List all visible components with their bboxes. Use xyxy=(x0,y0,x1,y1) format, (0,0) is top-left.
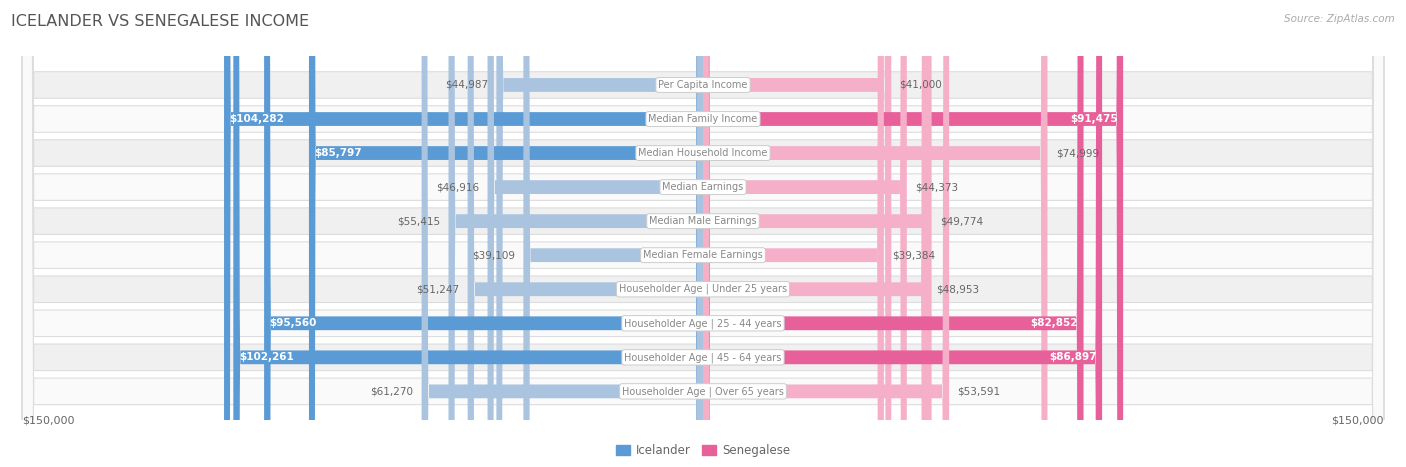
FancyBboxPatch shape xyxy=(22,0,1384,467)
Text: $39,109: $39,109 xyxy=(472,250,515,260)
Text: $150,000: $150,000 xyxy=(1331,415,1384,425)
FancyBboxPatch shape xyxy=(22,0,1384,467)
Text: $53,591: $53,591 xyxy=(957,386,1001,396)
Text: Per Capita Income: Per Capita Income xyxy=(658,80,748,90)
Text: $74,999: $74,999 xyxy=(1056,148,1099,158)
Text: ICELANDER VS SENEGALESE INCOME: ICELANDER VS SENEGALESE INCOME xyxy=(11,14,309,29)
FancyBboxPatch shape xyxy=(22,0,1384,467)
Text: Median Female Earnings: Median Female Earnings xyxy=(643,250,763,260)
Text: Householder Age | 25 - 44 years: Householder Age | 25 - 44 years xyxy=(624,318,782,328)
FancyBboxPatch shape xyxy=(703,0,884,467)
Text: Source: ZipAtlas.com: Source: ZipAtlas.com xyxy=(1284,14,1395,24)
FancyBboxPatch shape xyxy=(22,0,1384,467)
FancyBboxPatch shape xyxy=(703,0,907,467)
FancyBboxPatch shape xyxy=(224,0,703,467)
Text: $150,000: $150,000 xyxy=(22,415,75,425)
FancyBboxPatch shape xyxy=(449,0,703,467)
Text: Householder Age | Over 65 years: Householder Age | Over 65 years xyxy=(621,386,785,396)
Text: Householder Age | 45 - 64 years: Householder Age | 45 - 64 years xyxy=(624,352,782,362)
Text: Median Family Income: Median Family Income xyxy=(648,114,758,124)
Text: $51,247: $51,247 xyxy=(416,284,460,294)
FancyBboxPatch shape xyxy=(422,0,703,467)
FancyBboxPatch shape xyxy=(264,0,703,467)
FancyBboxPatch shape xyxy=(309,0,703,467)
FancyBboxPatch shape xyxy=(703,0,1047,467)
Text: $82,852: $82,852 xyxy=(1031,318,1078,328)
Text: $44,987: $44,987 xyxy=(444,80,488,90)
Text: $44,373: $44,373 xyxy=(915,182,959,192)
FancyBboxPatch shape xyxy=(496,0,703,467)
FancyBboxPatch shape xyxy=(22,0,1384,467)
FancyBboxPatch shape xyxy=(703,0,1123,467)
FancyBboxPatch shape xyxy=(703,0,1084,467)
FancyBboxPatch shape xyxy=(703,0,1102,467)
Text: $104,282: $104,282 xyxy=(229,114,284,124)
Text: $49,774: $49,774 xyxy=(939,216,983,226)
Text: Median Male Earnings: Median Male Earnings xyxy=(650,216,756,226)
Text: $61,270: $61,270 xyxy=(370,386,413,396)
FancyBboxPatch shape xyxy=(703,0,949,467)
FancyBboxPatch shape xyxy=(233,0,703,467)
Text: Median Household Income: Median Household Income xyxy=(638,148,768,158)
Text: $95,560: $95,560 xyxy=(270,318,316,328)
FancyBboxPatch shape xyxy=(22,0,1384,467)
FancyBboxPatch shape xyxy=(22,0,1384,467)
FancyBboxPatch shape xyxy=(22,0,1384,467)
Text: $39,384: $39,384 xyxy=(893,250,935,260)
Text: $86,897: $86,897 xyxy=(1049,352,1097,362)
Text: $48,953: $48,953 xyxy=(936,284,979,294)
Legend: Icelander, Senegalese: Icelander, Senegalese xyxy=(610,439,796,462)
Text: $41,000: $41,000 xyxy=(900,80,942,90)
Text: $55,415: $55,415 xyxy=(396,216,440,226)
FancyBboxPatch shape xyxy=(703,0,932,467)
Text: $85,797: $85,797 xyxy=(315,148,363,158)
Text: Householder Age | Under 25 years: Householder Age | Under 25 years xyxy=(619,284,787,295)
Text: $46,916: $46,916 xyxy=(436,182,479,192)
Text: $91,475: $91,475 xyxy=(1070,114,1118,124)
Text: $102,261: $102,261 xyxy=(239,352,294,362)
FancyBboxPatch shape xyxy=(703,0,928,467)
FancyBboxPatch shape xyxy=(22,0,1384,467)
FancyBboxPatch shape xyxy=(523,0,703,467)
FancyBboxPatch shape xyxy=(703,0,891,467)
FancyBboxPatch shape xyxy=(22,0,1384,467)
FancyBboxPatch shape xyxy=(468,0,703,467)
FancyBboxPatch shape xyxy=(488,0,703,467)
Text: Median Earnings: Median Earnings xyxy=(662,182,744,192)
